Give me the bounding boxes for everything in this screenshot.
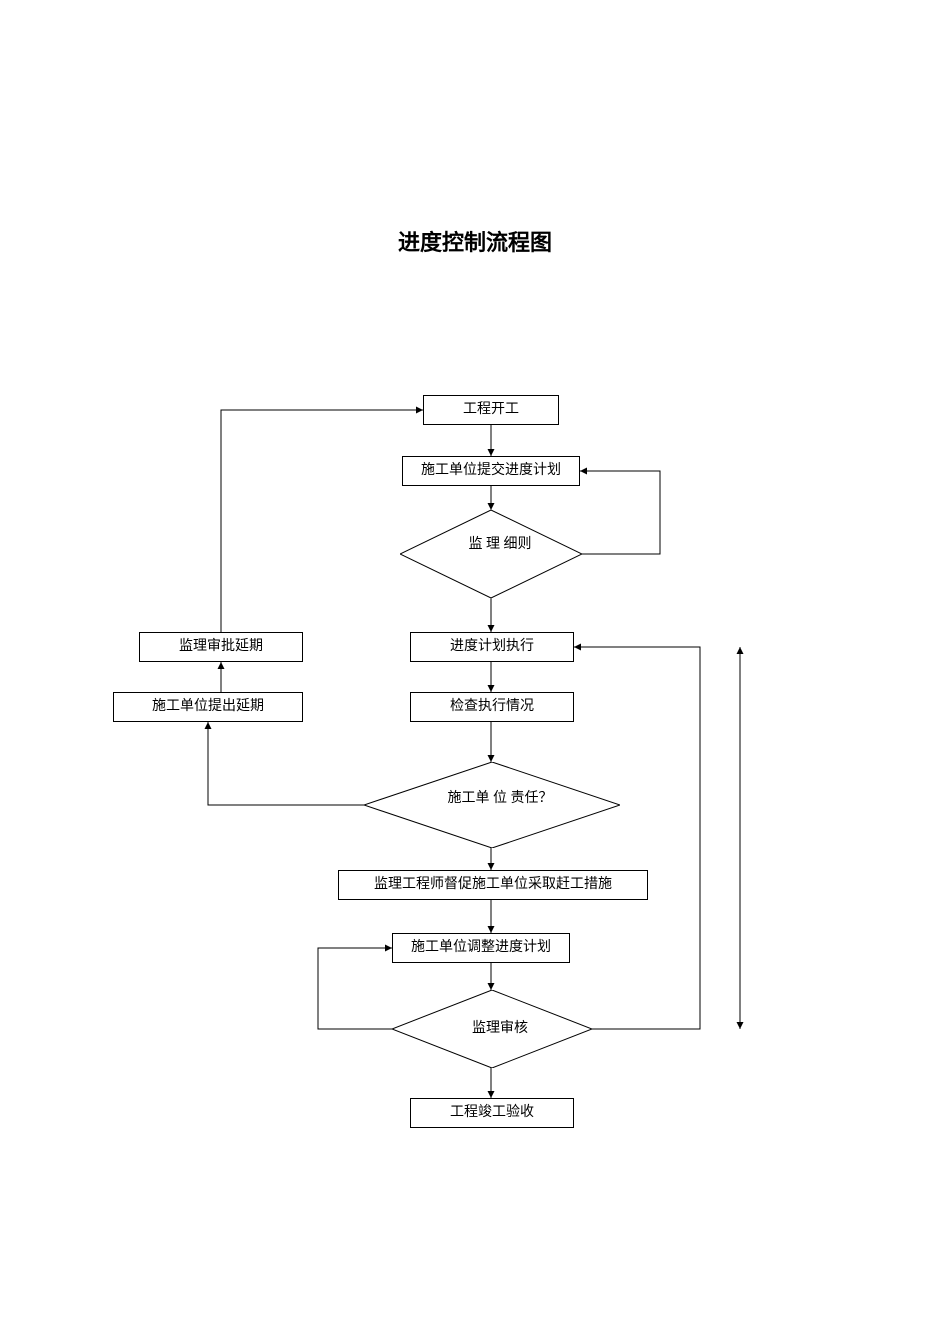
flowchart-node-label-n3: 监 理 细则 (460, 536, 540, 554)
flowchart-node-n1: 工程开工 (423, 395, 559, 425)
flowchart-node-n7: 监理工程师督促施工单位采取赶工措施 (338, 870, 648, 900)
flowchart-edge-e14 (318, 948, 392, 1029)
flowchart-node-n11: 监理审批延期 (139, 632, 303, 662)
flowchart-edge-e13 (221, 410, 423, 632)
flowchart-node-n12: 施工单位提出延期 (113, 692, 303, 722)
flowchart-node-n8: 施工单位调整进度计划 (392, 933, 570, 963)
flowchart-node-label-n9: 监理审核 (460, 1020, 540, 1038)
flowchart-edge-e11 (208, 722, 364, 805)
flowchart-node-n2: 施工单位提交进度计划 (402, 456, 580, 486)
flowchart-node-n4: 进度计划执行 (410, 632, 574, 662)
flowchart-edges (0, 0, 950, 1344)
flowchart-node-n10: 工程竣工验收 (410, 1098, 574, 1128)
flowchart-node-n5: 检查执行情况 (410, 692, 574, 722)
flowchart-edge-e10 (580, 471, 660, 554)
page: 进度控制流程图 工程开工施工单位提交进度计划监 理 细则进度计划执行检查执行情况… (0, 0, 950, 1344)
flowchart-node-label-n6: 施工单 位 责任？ (440, 790, 560, 808)
